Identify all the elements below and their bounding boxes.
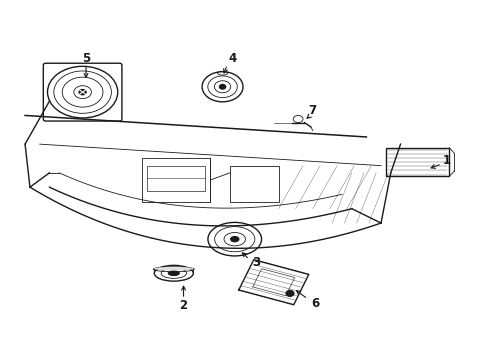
Text: 5: 5: [81, 51, 90, 64]
Ellipse shape: [168, 271, 179, 275]
Text: 6: 6: [310, 297, 319, 310]
Ellipse shape: [154, 267, 193, 270]
Text: 1: 1: [442, 154, 450, 167]
Text: 3: 3: [252, 256, 260, 269]
Ellipse shape: [230, 237, 238, 242]
Text: 7: 7: [308, 104, 316, 117]
Circle shape: [79, 90, 86, 95]
Text: 4: 4: [228, 51, 236, 64]
Circle shape: [219, 85, 225, 89]
Text: 2: 2: [179, 299, 187, 312]
Circle shape: [285, 291, 293, 296]
